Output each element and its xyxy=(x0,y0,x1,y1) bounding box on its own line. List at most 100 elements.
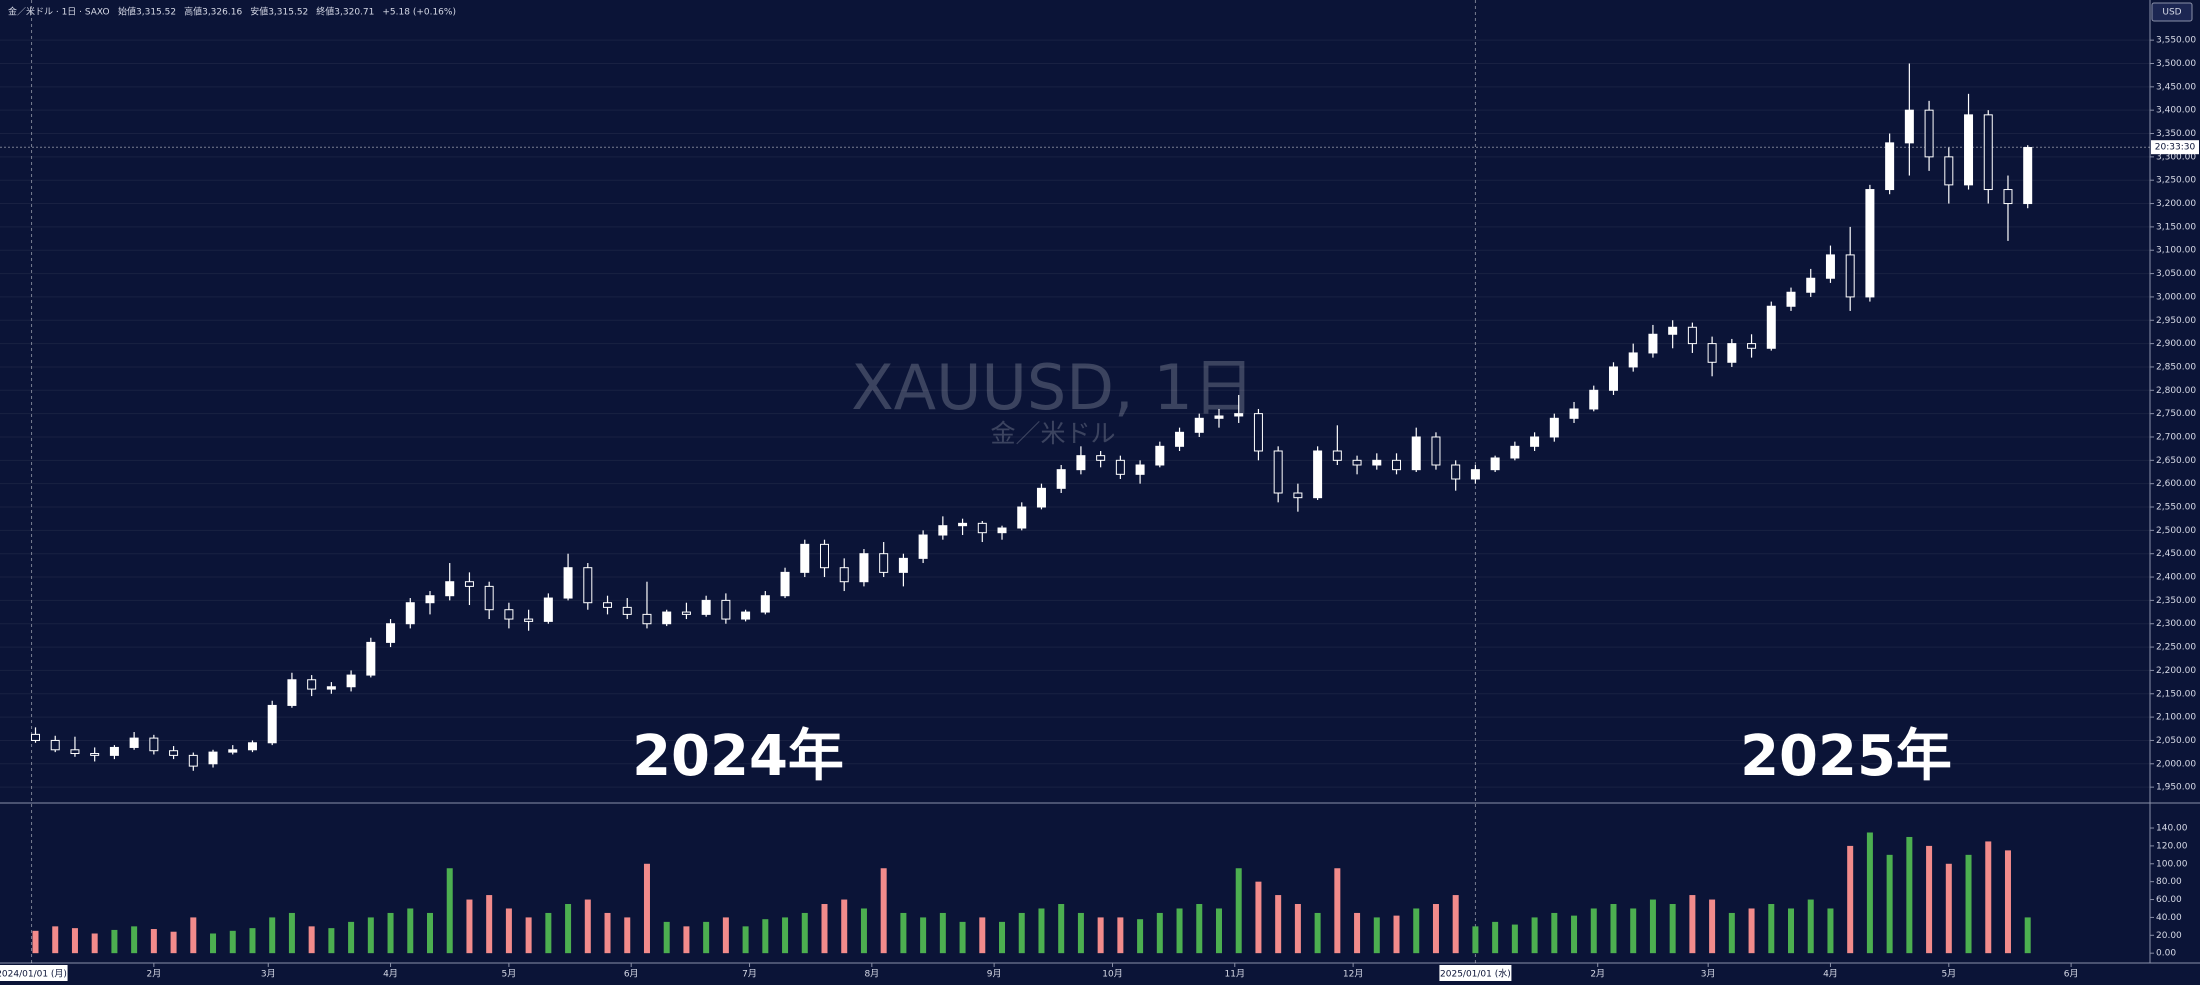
candle-body xyxy=(1253,413,1263,452)
volume-bar xyxy=(446,868,453,954)
candle-body xyxy=(425,595,435,604)
candle-body xyxy=(760,595,770,613)
volume-tick-label: 120.00 xyxy=(2156,841,2188,851)
x-tick-label: 3月 xyxy=(1701,969,1716,980)
candle-body xyxy=(405,602,415,625)
volume-bar xyxy=(939,912,946,954)
crosshair-tag xyxy=(0,965,68,981)
crosshair-label: 2025/01/01 (水) xyxy=(1440,968,1511,980)
candle-body xyxy=(1510,445,1520,459)
volume-bar xyxy=(959,921,966,954)
volume-bar xyxy=(1137,919,1144,954)
candle-body xyxy=(800,543,810,573)
candle-body xyxy=(622,606,632,615)
y-tick-label: 3,300.00 xyxy=(2156,152,2196,162)
volume-tick-label: 80.00 xyxy=(2156,877,2182,887)
volume-bar xyxy=(999,921,1006,954)
volume-bar xyxy=(486,895,493,954)
ohlc-value: 終値3,320.71 xyxy=(316,6,374,18)
candle-body xyxy=(1234,413,1244,417)
volume-bar xyxy=(1354,912,1361,954)
volume-bar xyxy=(1413,908,1420,954)
x-tick-label: 4月 xyxy=(383,969,398,980)
volume-tick-label: 0.00 xyxy=(2156,949,2176,959)
candle-body xyxy=(583,567,593,604)
candle-body xyxy=(721,599,731,620)
candle-body xyxy=(1983,114,1993,191)
volume-bar xyxy=(1945,863,1952,954)
volume-bar xyxy=(703,921,710,954)
volume-bar xyxy=(1788,908,1795,954)
candle-body xyxy=(938,525,948,536)
volume-bar xyxy=(1926,845,1933,954)
y-tick-label: 2,600.00 xyxy=(2156,479,2196,489)
volume-bar xyxy=(604,912,611,954)
candle-body xyxy=(898,557,908,573)
candle-body xyxy=(2023,147,2033,205)
x-tick-label: 5月 xyxy=(502,969,517,980)
candle-body xyxy=(1076,455,1086,471)
y-tick-label: 2,150.00 xyxy=(2156,689,2196,699)
candle-body xyxy=(1372,459,1382,466)
y-tick-label: 2,800.00 xyxy=(2156,386,2196,396)
candle-body xyxy=(1549,417,1559,438)
y-tick-label: 2,700.00 xyxy=(2156,432,2196,442)
ohlc-value: 安値3,315.52 xyxy=(250,6,308,18)
volume-bar xyxy=(900,912,907,954)
volume-bar xyxy=(1630,908,1637,954)
currency-box[interactable] xyxy=(2151,2,2193,22)
volume-bar xyxy=(131,926,138,954)
candle-body xyxy=(1017,506,1027,529)
currency-label[interactable]: USD xyxy=(2162,8,2181,18)
candle-body xyxy=(1904,109,1914,144)
candle-body xyxy=(504,609,514,620)
candle-body xyxy=(1352,459,1362,466)
candle-body xyxy=(1490,457,1500,471)
volume-bar xyxy=(821,904,828,954)
volume-bar xyxy=(1373,917,1380,954)
candle-body xyxy=(1944,156,1954,186)
candle-body xyxy=(267,704,277,744)
volume-bar xyxy=(1551,912,1558,954)
candle-body xyxy=(1687,326,1697,345)
candle-body xyxy=(346,674,356,688)
x-tick-label: 3月 xyxy=(261,969,276,980)
volume-bar xyxy=(1432,904,1439,954)
volume-bar xyxy=(328,928,335,954)
price-axis-bg xyxy=(2150,0,2200,985)
candle-body xyxy=(386,623,396,643)
volume-bar xyxy=(269,917,276,954)
candle-body xyxy=(188,754,198,767)
volume-bar xyxy=(624,917,631,954)
candle-body xyxy=(445,581,455,597)
volume-bar xyxy=(387,912,394,954)
volume-bar xyxy=(427,912,433,954)
volume-bar xyxy=(1097,917,1104,954)
x-tick-label: 8月 xyxy=(864,969,879,980)
volume-bar xyxy=(1827,908,1834,954)
y-tick-label: 3,500.00 xyxy=(2156,59,2196,69)
y-tick-label: 1,950.00 xyxy=(2156,783,2196,793)
y-tick-label: 2,850.00 xyxy=(2156,362,2196,372)
y-tick-label: 2,750.00 xyxy=(2156,409,2196,419)
volume-bar xyxy=(308,926,315,954)
volume-bar xyxy=(2004,850,2011,954)
candle-body xyxy=(1451,464,1461,480)
volume-bar xyxy=(782,917,789,954)
candle-body xyxy=(247,742,257,751)
candle-body xyxy=(1056,469,1066,489)
y-tick-label: 2,450.00 xyxy=(2156,549,2196,559)
candle-body xyxy=(307,679,317,690)
volume-bar xyxy=(249,928,256,954)
volume-bar xyxy=(210,933,217,954)
y-tick-label: 2,200.00 xyxy=(2156,666,2196,676)
candle-body xyxy=(701,599,711,615)
volume-bar xyxy=(1294,904,1301,954)
volume-bar xyxy=(1018,912,1025,954)
x-tick-label: 2月 xyxy=(1590,969,1605,980)
volume-bar xyxy=(762,919,769,954)
candle-body xyxy=(1135,464,1145,475)
x-tick-label: 6月 xyxy=(2064,969,2079,980)
candle-body xyxy=(2003,189,2013,205)
y-tick-label: 2,550.00 xyxy=(2156,503,2196,513)
